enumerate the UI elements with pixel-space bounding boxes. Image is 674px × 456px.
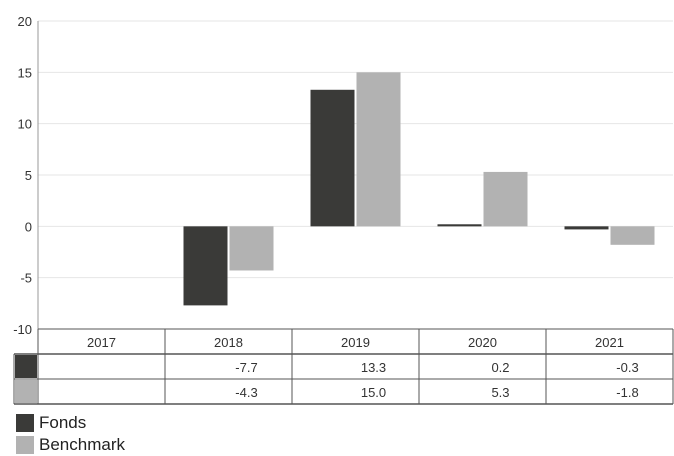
bar-fonds-2021 xyxy=(564,226,609,230)
bar-benchmark-2021 xyxy=(610,226,655,245)
legend-item-benchmark: Benchmark xyxy=(16,434,125,456)
table-swatch-fonds xyxy=(15,355,37,378)
y-tick-label: -10 xyxy=(13,322,32,337)
data-label: 13.3 xyxy=(361,360,386,375)
y-tick-label: 15 xyxy=(18,65,32,80)
data-label: 15.0 xyxy=(361,385,386,400)
x-tick-label: 2020 xyxy=(468,335,497,350)
data-label: -4.3 xyxy=(235,385,257,400)
bar-chart: -10 -5 0 5 10 15 20 2017 2018 2019 2020 2021 -7.7 13.… xyxy=(13,14,674,405)
legend: Fonds Benchmark xyxy=(16,412,125,456)
y-tick-label: 10 xyxy=(18,117,32,132)
y-tick-label: 5 xyxy=(25,168,32,183)
bar-benchmark-2018 xyxy=(229,226,274,271)
data-label: 5.3 xyxy=(491,385,509,400)
bar-benchmark-2019 xyxy=(356,72,401,227)
x-tick-label: 2021 xyxy=(595,335,624,350)
data-label: -0.3 xyxy=(616,360,638,375)
x-tick-label: 2018 xyxy=(214,335,243,350)
legend-item-fonds: Fonds xyxy=(16,412,125,434)
table-swatch-benchmark xyxy=(15,380,37,403)
data-label: 0.2 xyxy=(491,360,509,375)
bar-fonds-2018 xyxy=(183,226,228,306)
y-tick-label: 0 xyxy=(25,219,32,234)
legend-swatch-benchmark xyxy=(16,436,34,454)
data-label: -7.7 xyxy=(235,360,257,375)
x-tick-label: 2019 xyxy=(341,335,370,350)
legend-swatch-fonds xyxy=(16,414,34,432)
data-label: -1.8 xyxy=(616,385,638,400)
x-tick-label: 2017 xyxy=(87,335,116,350)
bar-fonds-2019 xyxy=(310,89,355,227)
y-tick-label: 20 xyxy=(18,14,32,29)
bar-benchmark-2020 xyxy=(483,171,528,227)
bar-fonds-2020 xyxy=(437,224,482,227)
y-tick-label: -5 xyxy=(20,271,32,286)
legend-label-fonds: Fonds xyxy=(39,413,87,432)
legend-label-benchmark: Benchmark xyxy=(39,435,125,454)
